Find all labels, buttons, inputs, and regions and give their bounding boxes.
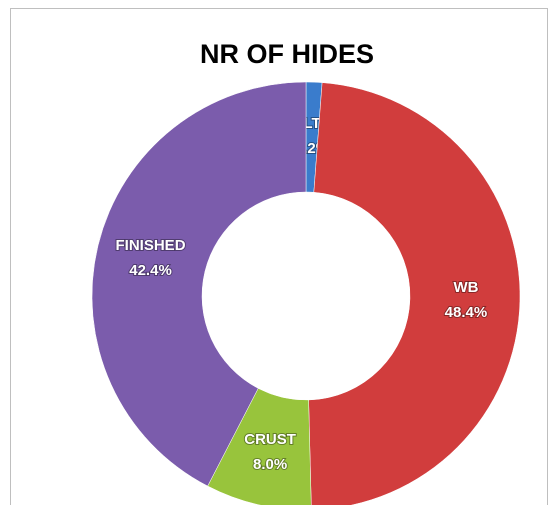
donut-slice xyxy=(308,82,521,505)
slice-value-label: 42.4% xyxy=(129,262,172,279)
slice-value-label: 48.4% xyxy=(445,304,488,321)
slice-label: WB xyxy=(453,279,478,296)
slice-value-label: 8.0% xyxy=(253,456,287,473)
donut-slice xyxy=(91,81,307,487)
slice-label: CRUST xyxy=(244,431,296,448)
slice-label: FINISHED xyxy=(116,237,186,254)
chart-title: NR OF HIDES xyxy=(200,39,374,69)
